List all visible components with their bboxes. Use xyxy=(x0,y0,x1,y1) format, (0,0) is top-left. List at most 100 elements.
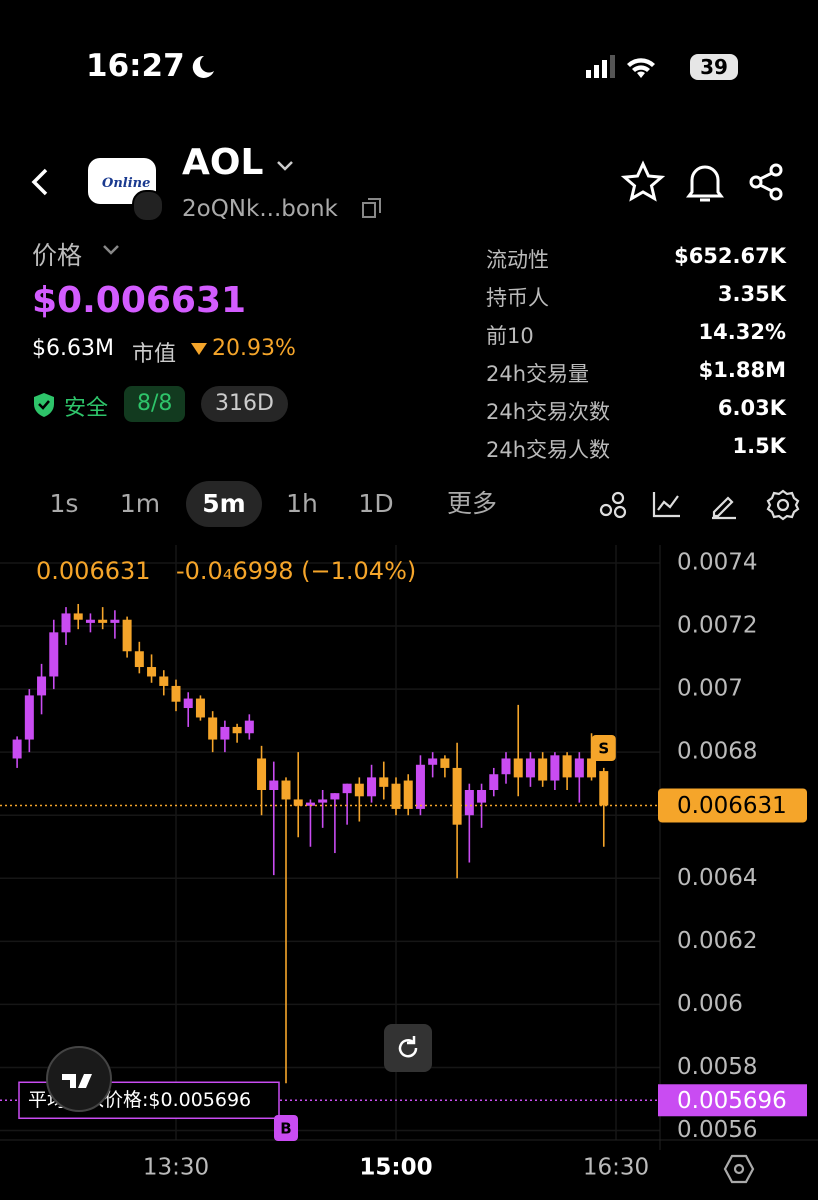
market-cap-label: 市值 xyxy=(132,342,177,367)
stat-value: 14.32% xyxy=(698,320,786,344)
stat-value: 6.03K xyxy=(717,396,786,420)
y-tick-label: 0.007 xyxy=(677,676,743,702)
timeframe-tab[interactable]: 5m xyxy=(186,481,262,527)
candle-body xyxy=(489,774,499,790)
stat-label: 24h交易次数 xyxy=(486,400,611,424)
candle-body xyxy=(147,667,157,677)
candle-body xyxy=(318,799,328,803)
trade-marker xyxy=(274,1115,298,1141)
status-time: 16:27 xyxy=(86,48,185,84)
last-price-tag xyxy=(658,788,807,823)
market-cap: $6.63M xyxy=(32,336,114,361)
y-tick-label: 0.0068 xyxy=(677,739,757,765)
tradingview-logo[interactable] xyxy=(46,1046,112,1112)
stat-value: $1.88M xyxy=(698,358,786,382)
candle-body xyxy=(525,758,535,778)
candle-body xyxy=(391,783,401,809)
candle-body xyxy=(342,783,352,794)
timeframe-tab[interactable]: 1D xyxy=(358,489,394,518)
y-tick-label: 0.0056 xyxy=(677,1117,757,1143)
safety: 安全 xyxy=(64,396,109,421)
candle-body xyxy=(562,755,572,778)
x-tick-label: 13:30 xyxy=(143,1155,209,1181)
candle-body xyxy=(24,695,34,740)
avg-price-value: 0.005696 xyxy=(677,1088,787,1114)
price-change: 20.93% xyxy=(212,336,296,361)
y-tick-label: 0.0072 xyxy=(677,613,757,639)
y-tick-label: 0.0074 xyxy=(677,549,757,575)
reset-button[interactable] xyxy=(384,1024,432,1072)
candle-body xyxy=(159,676,169,686)
candle-body xyxy=(587,758,597,778)
token-name: AOL xyxy=(182,142,264,183)
candle-body xyxy=(599,771,609,806)
trade-marker xyxy=(591,735,616,761)
candle-body xyxy=(477,790,487,803)
candle-body xyxy=(403,780,413,809)
candle-body xyxy=(110,619,120,623)
dropdown[interactable] xyxy=(100,240,122,260)
candle-body xyxy=(415,764,425,809)
battery: 39 xyxy=(690,54,738,80)
candle-body xyxy=(513,758,523,778)
y-tick-label: 0.0058 xyxy=(677,1054,757,1080)
timeframe-tab[interactable]: 1m xyxy=(119,489,161,518)
candle-body xyxy=(195,698,205,718)
candle-body xyxy=(428,758,438,765)
back-button[interactable] xyxy=(26,166,56,198)
shield-icon xyxy=(34,393,54,417)
candle-body xyxy=(281,780,291,800)
candle-body xyxy=(171,685,181,702)
candle-body xyxy=(354,783,364,797)
stat-label: 持币人 xyxy=(486,286,549,310)
candle-body xyxy=(550,755,560,781)
timeframe-tab[interactable]: 更多 xyxy=(446,489,497,518)
dropdown[interactable] xyxy=(274,156,296,176)
candle-body xyxy=(367,777,377,797)
token-address: 2oQNk...bonk xyxy=(182,196,338,222)
candle-body xyxy=(49,632,59,677)
candle-body xyxy=(122,619,132,652)
settings-hex[interactable] xyxy=(722,1152,756,1186)
stat-value: 3.35K xyxy=(717,282,786,306)
price-value: $0.006631 xyxy=(32,280,247,321)
chart-header-price: 0.006631 xyxy=(36,557,151,585)
stat-label: 24h交易量 xyxy=(486,362,590,386)
moon-icon xyxy=(192,55,214,78)
chart-tools[interactable] xyxy=(596,488,806,522)
candle-body xyxy=(134,651,144,668)
token-logo: Online xyxy=(88,158,156,204)
candle-body xyxy=(37,676,47,696)
y-tick-label: 0.0062 xyxy=(677,928,757,954)
candle-body xyxy=(61,613,71,633)
candle-body xyxy=(244,720,254,734)
timeframe-tab[interactable]: 1h xyxy=(286,489,318,518)
copy-icon[interactable] xyxy=(360,196,384,220)
candle-body xyxy=(183,698,193,709)
candle-body xyxy=(305,802,315,806)
candle-body xyxy=(293,799,303,806)
stat-value: 1.5K xyxy=(732,434,786,458)
stat-label: 流动性 xyxy=(486,248,549,272)
candle-body xyxy=(98,619,108,623)
signal-wifi xyxy=(586,55,655,78)
candle-body xyxy=(452,767,462,825)
candle-body xyxy=(440,758,450,768)
safety-score: 8/8 xyxy=(124,386,186,422)
candle-body xyxy=(330,793,340,800)
stat-value: $652.67K xyxy=(674,244,786,268)
chart-header-change: -0.0₄6998 (−1.04%) xyxy=(176,557,416,585)
trade-marker-label: S xyxy=(598,740,609,758)
x-tick-label: 15:00 xyxy=(359,1155,432,1181)
timeframe-tab[interactable]: 1s xyxy=(49,489,79,518)
candle-body xyxy=(269,780,279,790)
x-tick-label: 16:30 xyxy=(583,1155,649,1181)
candle-body xyxy=(574,758,584,778)
down-triangle xyxy=(191,343,207,355)
candle-body xyxy=(538,758,548,781)
header-actions[interactable] xyxy=(620,160,790,204)
price-label[interactable]: 价格 xyxy=(32,241,83,270)
candle-body xyxy=(464,790,474,816)
